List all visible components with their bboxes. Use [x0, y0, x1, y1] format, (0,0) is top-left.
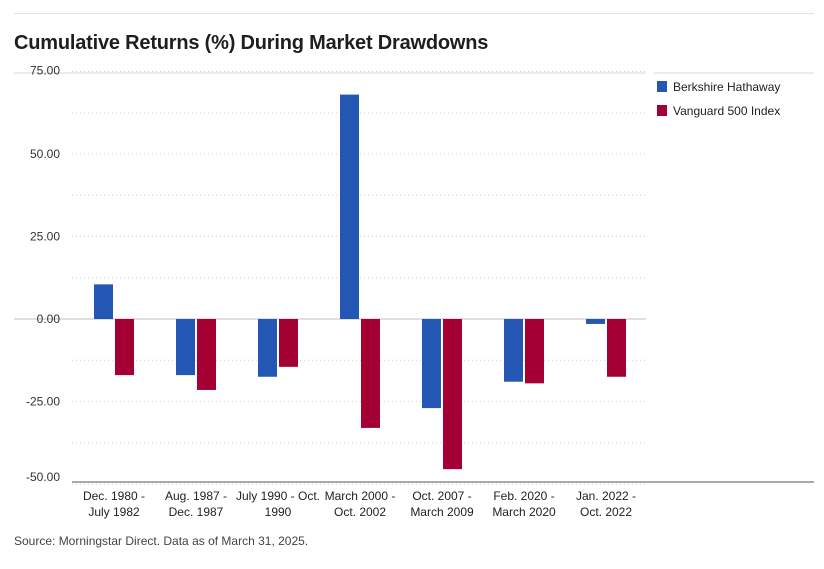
legend: Berkshire Hathaway Vanguard 500 Index — [654, 72, 814, 118]
bar-berkshire — [586, 319, 605, 324]
chart-title: Cumulative Returns (%) During Market Dra… — [14, 32, 489, 54]
x-tick-label: Dec. 1980 - — [83, 489, 145, 503]
y-tick-label: 25.00 — [30, 230, 60, 244]
bar-vanguard — [443, 319, 462, 470]
legend-swatch — [657, 81, 667, 92]
y-tick-label: 0.00 — [37, 312, 61, 326]
x-axis: Dec. 1980 - July 1982 Aug. 1987 - Dec. 1987… — [72, 481, 814, 519]
bar-berkshire — [504, 319, 523, 382]
x-tick-label: Oct. 2002 — [334, 505, 386, 519]
top-divider — [14, 13, 814, 14]
bar-vanguard — [115, 319, 134, 376]
bar-vanguard — [361, 319, 380, 428]
y-axis: 75.00 50.00 25.00 0.00 -25.00 -50.00 — [26, 64, 60, 485]
y-tick-label: 75.00 — [30, 64, 60, 78]
bar-vanguard — [525, 319, 544, 384]
x-tick-label: March 2009 — [410, 505, 474, 519]
legend-swatch — [657, 105, 667, 116]
gridlines — [14, 71, 646, 485]
legend-label: Berkshire Hathaway — [673, 80, 780, 94]
x-tick-label: Oct. 2007 - — [412, 489, 471, 503]
bar-berkshire — [176, 319, 195, 376]
bar-vanguard — [279, 319, 298, 367]
x-tick-label: Feb. 2020 - — [493, 489, 554, 503]
x-tick-label: Aug. 1987 - — [165, 489, 227, 503]
x-tick-label: Oct. 2022 — [580, 505, 632, 519]
x-tick-label: Dec. 1987 — [169, 505, 224, 519]
source-note: Source: Morningstar Direct. Data as of M… — [14, 534, 309, 548]
bar-berkshire — [422, 319, 441, 409]
x-tick-label: March 2000 - — [325, 489, 396, 503]
bar-vanguard — [607, 319, 626, 377]
x-tick-label: July 1982 — [88, 505, 140, 519]
x-tick-label: July 1990 - Oct. — [236, 489, 320, 503]
legend-label: Vanguard 500 Index — [673, 104, 780, 118]
bar-berkshire — [94, 284, 113, 319]
x-tick-label: Jan. 2022 - — [576, 489, 636, 503]
x-tick-label: March 2020 — [492, 505, 556, 519]
bar-berkshire — [340, 94, 359, 319]
x-tick-label: 1990 — [265, 505, 292, 519]
y-tick-label: -25.00 — [26, 395, 60, 409]
y-tick-label: -50.00 — [26, 470, 60, 484]
bars — [94, 94, 626, 470]
bar-vanguard — [197, 319, 216, 390]
bar-berkshire — [258, 319, 277, 377]
y-tick-label: 50.00 — [30, 147, 60, 161]
